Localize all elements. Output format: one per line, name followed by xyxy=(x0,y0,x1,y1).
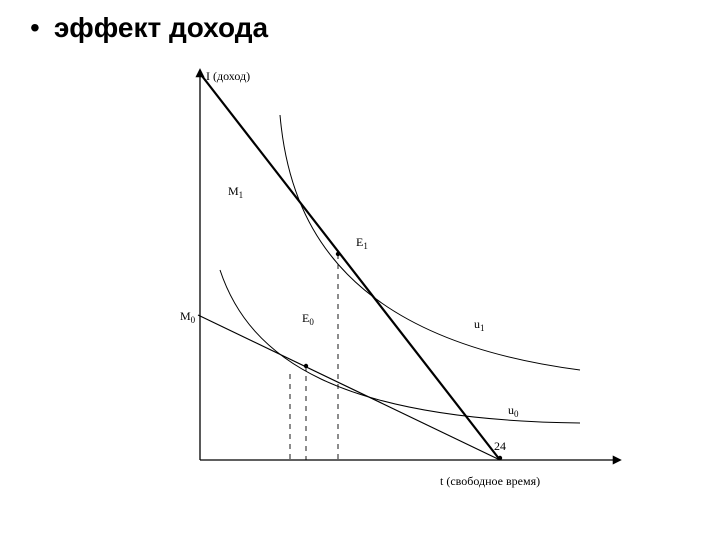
point-E0 xyxy=(304,364,308,368)
label-M0: M0 xyxy=(180,309,196,325)
label-M1: M1 xyxy=(228,184,243,200)
label-u1: u1 xyxy=(474,317,485,333)
label-E0: E0 xyxy=(302,311,314,327)
budget-line-0 xyxy=(202,76,500,460)
budget-line-1 xyxy=(198,315,500,460)
y-axis-label: I (доход) xyxy=(206,69,250,83)
title-row: • эффект дохода xyxy=(30,12,268,44)
income-effect-chart: I (доход) t (свободное время) 24 M1 M0 E1 E0 u1… xyxy=(120,60,640,500)
point-24 xyxy=(498,456,502,460)
indifference-curve-1 xyxy=(220,270,580,423)
label-E1: E1 xyxy=(356,235,368,251)
point-E1 xyxy=(336,252,340,256)
bullet-icon: • xyxy=(30,14,40,42)
slide-title: эффект дохода xyxy=(54,12,268,44)
tick-24-label: 24 xyxy=(494,439,506,453)
indifference-curve-0 xyxy=(280,115,580,370)
slide: • эффект дохода I (доход) t (свободное вр… xyxy=(0,0,720,540)
chart-svg: I (доход) t (свободное время) 24 M1 M0 E1 E0 u1… xyxy=(120,60,640,500)
label-u0: u0 xyxy=(508,403,519,419)
x-axis-label: t (свободное время) xyxy=(440,474,540,488)
